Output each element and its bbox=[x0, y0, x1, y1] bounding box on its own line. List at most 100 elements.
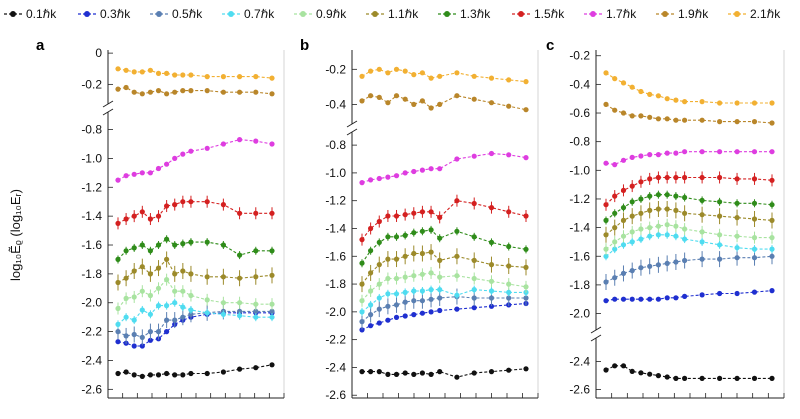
data-point bbox=[269, 248, 275, 254]
y-tick-label: -1.8 bbox=[81, 267, 102, 281]
data-point bbox=[655, 174, 662, 181]
series-1.7ℏk bbox=[603, 149, 775, 168]
data-point bbox=[488, 239, 495, 245]
data-point bbox=[717, 290, 723, 297]
data-point bbox=[368, 369, 374, 375]
data-point bbox=[523, 295, 529, 301]
data-point bbox=[393, 66, 400, 72]
data-point bbox=[411, 273, 417, 279]
data-point bbox=[376, 369, 382, 375]
data-point bbox=[523, 264, 529, 270]
data-point bbox=[673, 207, 679, 213]
data-point bbox=[612, 162, 618, 168]
data-point bbox=[734, 233, 740, 239]
data-point bbox=[204, 310, 210, 316]
data-point bbox=[523, 284, 529, 290]
data-point bbox=[368, 323, 374, 329]
data-point bbox=[115, 177, 121, 183]
data-point bbox=[603, 279, 609, 285]
data-point bbox=[682, 149, 688, 155]
data-point bbox=[204, 297, 210, 303]
data-point bbox=[164, 277, 170, 283]
data-point bbox=[664, 116, 670, 122]
data-point bbox=[393, 371, 400, 377]
data-point bbox=[123, 67, 129, 73]
data-point bbox=[164, 329, 170, 335]
data-point bbox=[488, 262, 495, 268]
series-1.5ℏk bbox=[115, 195, 275, 230]
data-point bbox=[237, 89, 243, 95]
data-point bbox=[385, 275, 391, 282]
data-point bbox=[620, 205, 627, 211]
data-point bbox=[717, 375, 723, 381]
data-point bbox=[385, 70, 391, 76]
data-point bbox=[359, 281, 365, 287]
data-point bbox=[393, 314, 400, 320]
data-point bbox=[172, 288, 178, 294]
data-point bbox=[506, 243, 512, 250]
data-point bbox=[376, 94, 382, 100]
data-point bbox=[188, 307, 194, 313]
data-point bbox=[673, 97, 679, 103]
data-point bbox=[131, 245, 137, 251]
data-point bbox=[220, 74, 226, 80]
legend-marker bbox=[10, 11, 16, 17]
data-point bbox=[180, 151, 186, 157]
legend-entry: 2.1ℏk bbox=[728, 7, 781, 21]
y-tick-label: -0.6 bbox=[569, 106, 590, 120]
data-point bbox=[751, 200, 758, 206]
series-line bbox=[117, 278, 272, 309]
data-point bbox=[376, 295, 382, 301]
data-point bbox=[655, 152, 662, 158]
data-point bbox=[385, 317, 391, 323]
data-point bbox=[368, 177, 374, 183]
data-point bbox=[488, 295, 495, 301]
series-0.1ℏk bbox=[115, 362, 275, 379]
data-point bbox=[139, 91, 145, 97]
data-point bbox=[188, 148, 194, 154]
data-point bbox=[454, 306, 460, 312]
legend-marker bbox=[156, 11, 162, 17]
data-point bbox=[393, 256, 400, 262]
data-point bbox=[147, 372, 153, 378]
data-point bbox=[612, 239, 618, 245]
panel-label: a bbox=[36, 37, 45, 54]
data-point bbox=[751, 375, 758, 381]
data-point bbox=[123, 275, 129, 281]
data-point bbox=[655, 223, 662, 229]
data-point bbox=[664, 222, 670, 228]
y-tick-label: -1.4 bbox=[81, 209, 102, 223]
data-point bbox=[253, 301, 259, 307]
series-1.7ℏk bbox=[359, 150, 529, 186]
data-point bbox=[751, 235, 758, 241]
data-point bbox=[411, 312, 417, 318]
series-0.3ℏk bbox=[603, 288, 775, 304]
data-point bbox=[155, 372, 162, 378]
panel-c: c -0.2 -0.4 -0.6 -0.8 -1.0 -1.2 -1.4 -1.6 -1.8 -2.… bbox=[546, 37, 785, 399]
data-point bbox=[155, 213, 162, 219]
data-point bbox=[769, 149, 775, 155]
data-point bbox=[172, 372, 178, 378]
legend-label: 2.1ℏk bbox=[750, 7, 781, 21]
data-point bbox=[139, 307, 145, 313]
data-point bbox=[172, 271, 178, 277]
data-point bbox=[428, 270, 434, 276]
data-point bbox=[393, 291, 400, 297]
legend-entry: 0.7ℏk bbox=[222, 7, 275, 21]
y-tick-label: -2.6 bbox=[569, 383, 590, 397]
data-point bbox=[155, 329, 162, 335]
data-point bbox=[734, 255, 740, 261]
data-point bbox=[147, 67, 153, 73]
data-point bbox=[664, 374, 670, 380]
data-point bbox=[419, 70, 425, 76]
data-point bbox=[359, 73, 365, 79]
data-point bbox=[428, 309, 434, 315]
y-tick-label: -1.4 bbox=[569, 221, 590, 235]
data-point bbox=[123, 333, 129, 339]
data-point bbox=[253, 308, 259, 314]
data-point bbox=[506, 367, 512, 373]
series-line bbox=[605, 103, 773, 124]
y-tick-label: -2.0 bbox=[569, 307, 590, 321]
y-tick-label: -2.6 bbox=[81, 382, 102, 396]
data-point bbox=[385, 303, 391, 309]
